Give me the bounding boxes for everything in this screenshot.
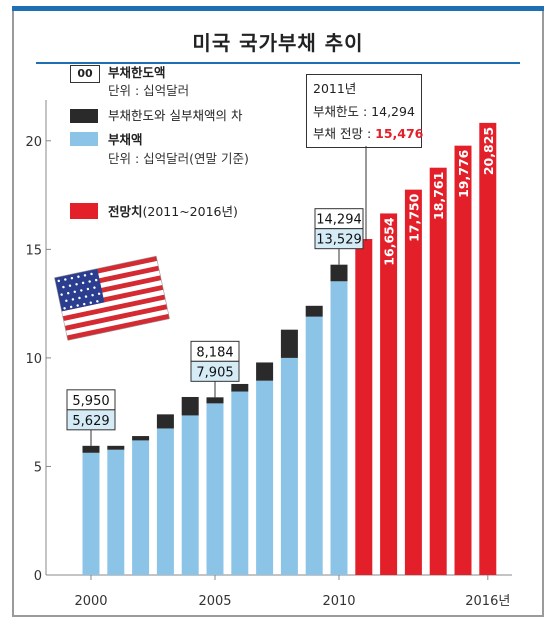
y-tick-label: 10 bbox=[25, 352, 42, 367]
debt-label-box bbox=[66, 409, 116, 431]
debt-bar bbox=[132, 440, 150, 575]
debt-bar bbox=[231, 391, 249, 575]
legend-limit-unit: 단위 : 십억달러 bbox=[108, 83, 190, 98]
limit-value-label: 14,294 bbox=[316, 213, 362, 228]
debt-bar bbox=[156, 428, 174, 575]
legend-gap-swatch bbox=[70, 109, 98, 123]
top-accent-bar bbox=[12, 6, 544, 11]
gap-bar bbox=[206, 397, 224, 404]
callout-limit: 부채한도 : 14,294 bbox=[313, 104, 415, 119]
forecast-value-label: 20,825 bbox=[481, 127, 496, 175]
forecast-value-label: 18,761 bbox=[431, 172, 446, 220]
debt-bar bbox=[82, 452, 100, 575]
legend-debt-unit: 단위 : 십억달러(연말 기준) bbox=[108, 151, 249, 166]
gap-bar bbox=[231, 383, 249, 392]
legend-forecast-swatch bbox=[70, 203, 98, 219]
y-tick-label: 15 bbox=[25, 243, 42, 258]
gap-bar bbox=[330, 264, 348, 282]
debt-bar bbox=[107, 449, 125, 575]
x-tick-label: 2000 bbox=[74, 594, 107, 609]
forecast-value-label: 19,776 bbox=[456, 149, 471, 198]
debt-label-box bbox=[190, 360, 240, 382]
debt-value-label: 5,629 bbox=[72, 414, 109, 429]
debt-bar bbox=[206, 403, 224, 575]
callout-2011: 2011년 부채한도 : 14,294 부채 전망 : 15,476 bbox=[306, 74, 423, 148]
debt-bar bbox=[181, 415, 199, 575]
legend-gap-label: 부채한도와 실부채액의 차 bbox=[108, 108, 243, 123]
debt-value-label: 13,529 bbox=[316, 233, 362, 248]
y-tick-label: 5 bbox=[34, 460, 42, 475]
limit-value-label: 5,950 bbox=[72, 394, 109, 409]
y-tick-label: 0 bbox=[34, 569, 42, 584]
forecast-bar bbox=[380, 213, 398, 575]
chart-title: 미국 국가부채 추이 bbox=[192, 31, 364, 55]
forecast-bar bbox=[454, 145, 472, 575]
legend-forecast-label-bold: 전망치 bbox=[108, 204, 143, 219]
forecast-bar bbox=[355, 239, 373, 575]
forecast-bar bbox=[429, 167, 447, 575]
debt-bar bbox=[305, 316, 323, 575]
gap-bar bbox=[280, 329, 298, 358]
forecast-value-label: 17,750 bbox=[406, 193, 421, 242]
us-flag-icon bbox=[54, 255, 170, 341]
x-tick-label: 2010 bbox=[322, 594, 355, 609]
legend-debt-label: 부채액 bbox=[108, 132, 143, 147]
legend-limit-label: 부채한도액 bbox=[108, 65, 166, 80]
forecast-value-label: 16,654 bbox=[382, 217, 397, 266]
gap-bar bbox=[181, 396, 199, 416]
debt-bar bbox=[256, 380, 274, 575]
gap-bar bbox=[156, 414, 174, 429]
callout-forecast-prefix: 부채 전망 : bbox=[313, 126, 376, 141]
title-underline bbox=[36, 62, 520, 64]
debt-label-box bbox=[314, 228, 364, 250]
legend-limit-swatch: 00 bbox=[70, 65, 100, 83]
debt-bar bbox=[280, 357, 298, 575]
callout-forecast-value: 15,476 bbox=[375, 126, 424, 141]
debt-value-label: 7,905 bbox=[196, 365, 233, 380]
limit-value-label: 8,184 bbox=[196, 345, 233, 360]
gap-bar bbox=[132, 436, 150, 441]
x-tick-label: 2016년 bbox=[465, 594, 510, 609]
y-tick-label: 20 bbox=[25, 135, 42, 150]
gap-bar bbox=[256, 362, 274, 381]
x-tick-label: 2005 bbox=[198, 594, 231, 609]
gap-bar bbox=[305, 305, 323, 317]
legend-forecast-label: 전망치(2011~2016년) bbox=[108, 203, 238, 221]
legend-debt-swatch bbox=[70, 132, 98, 146]
forecast-bar bbox=[479, 122, 497, 575]
callout-forecast: 부채 전망 : 15,476 bbox=[313, 123, 423, 142]
debt-bar bbox=[330, 281, 348, 575]
gap-bar bbox=[107, 445, 125, 450]
gap-bar bbox=[82, 445, 100, 453]
forecast-bar bbox=[404, 189, 422, 576]
callout-year: 2011년 bbox=[313, 81, 357, 96]
legend-forecast-label-rest: (2011~2016년) bbox=[142, 204, 238, 219]
